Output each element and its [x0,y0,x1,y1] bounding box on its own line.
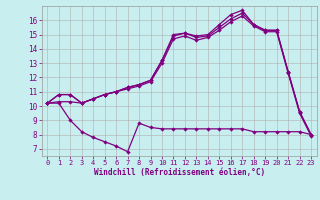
X-axis label: Windchill (Refroidissement éolien,°C): Windchill (Refroidissement éolien,°C) [94,168,265,177]
